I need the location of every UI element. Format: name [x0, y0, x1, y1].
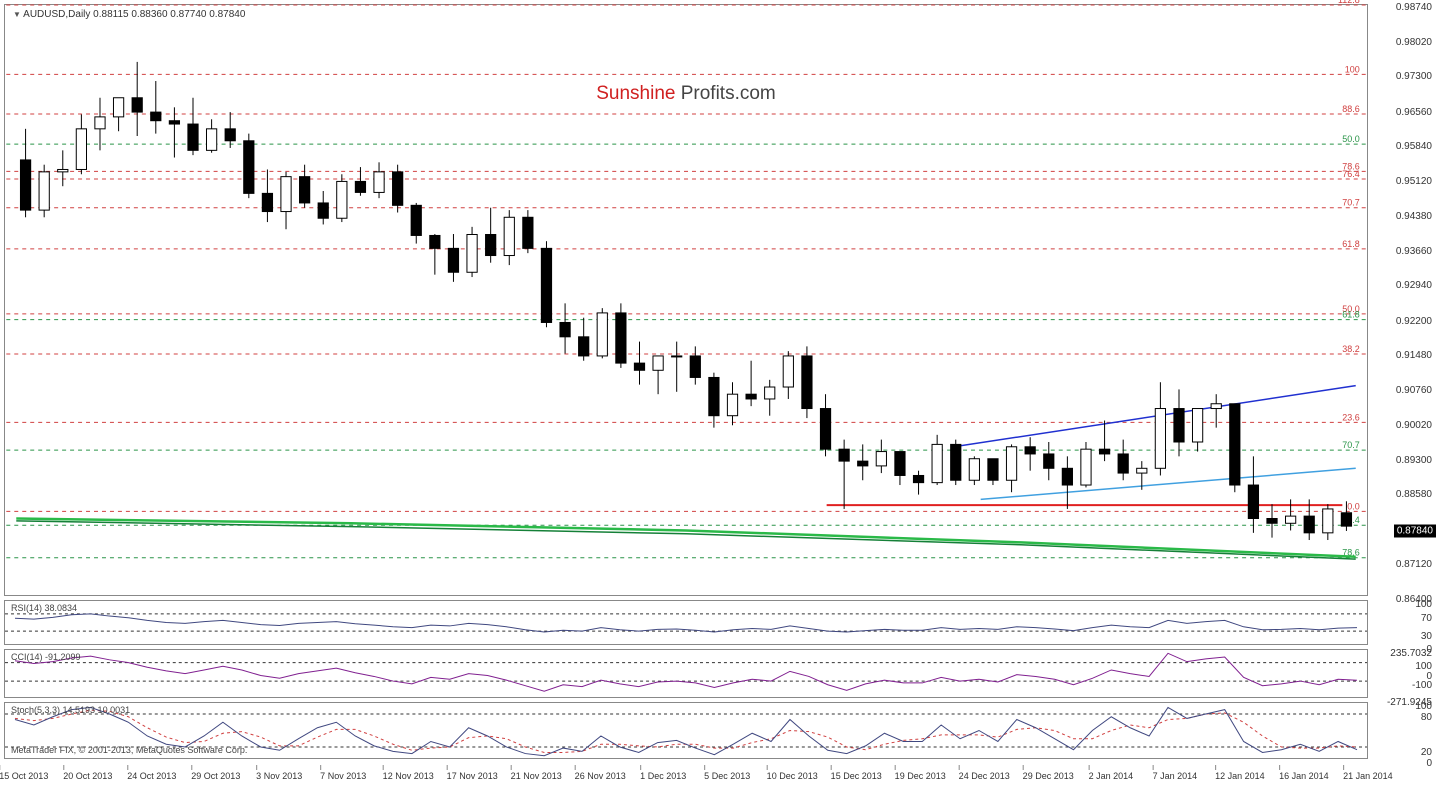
x-tick-label: 10 Dec 2013 [767, 771, 818, 781]
y-tick-label: 0.87120 [1376, 559, 1432, 570]
x-tick-label: 17 Nov 2013 [447, 771, 498, 781]
svg-text:70.7: 70.7 [1342, 440, 1359, 450]
rsi-label: RSI(14) 38.0834 [11, 603, 77, 613]
x-tick-label: 3 Nov 2013 [256, 771, 302, 781]
svg-text:61.8: 61.8 [1342, 310, 1359, 320]
copyright-text: MetaTrader FIX, © 2001-2013, MetaQuotes … [11, 745, 247, 755]
x-tick-label: 12 Jan 2014 [1215, 771, 1265, 781]
cci-label: CCI(14) -91.2099 [11, 652, 81, 662]
x-tick-label: 21 Jan 2014 [1343, 771, 1393, 781]
x-tick-label: 15 Oct 2013 [0, 771, 48, 781]
rsi-panel[interactable]: RSI(14) 38.0834 [4, 600, 1368, 645]
y-tick-label: 0.90760 [1376, 385, 1432, 396]
y-tick-label: 0.94380 [1376, 211, 1432, 222]
svg-text:88.6: 88.6 [1342, 104, 1359, 114]
watermark-part1: Sunshine [596, 83, 675, 104]
y-tick-label: 0.93660 [1376, 246, 1432, 257]
current-price-tag: 0.87840 [1394, 524, 1436, 537]
svg-text:76.4: 76.4 [1342, 169, 1359, 179]
x-tick-label: 20 Oct 2013 [63, 771, 112, 781]
svg-text:23.6: 23.6 [1342, 412, 1359, 422]
y-tick-label: 0.92200 [1376, 316, 1432, 327]
x-tick-label: 26 Nov 2013 [575, 771, 626, 781]
rsi-svg[interactable] [5, 601, 1367, 644]
cci-panel[interactable]: CCI(14) -91.2099 [4, 649, 1368, 698]
y-tick-label: 0.95120 [1376, 176, 1432, 187]
y-tick-label: 0.92940 [1376, 280, 1432, 291]
x-axis: 15 Oct 201320 Oct 201324 Oct 201329 Oct … [4, 763, 1368, 785]
ohlc-close: 0.87840 [209, 9, 245, 20]
x-tick-label: 12 Nov 2013 [383, 771, 434, 781]
y-tick-label: 30 [1376, 631, 1432, 642]
watermark: Sunshine Profits.com [596, 83, 776, 105]
y-tick-label: 100 [1376, 599, 1432, 610]
y-tick-label: 0.88580 [1376, 489, 1432, 500]
y-tick-label: 0.96560 [1376, 107, 1432, 118]
y-tick-label: 0.97300 [1376, 71, 1432, 82]
x-tick-label: 29 Oct 2013 [191, 771, 240, 781]
symbol-timeframe: AUDUSD,Daily [23, 9, 90, 20]
svg-text:112.8: 112.8 [1338, 0, 1360, 5]
y-tick-label: 20 [1376, 747, 1432, 758]
y-tick-label: 0.98740 [1376, 2, 1432, 13]
y-tick-label: 80 [1376, 712, 1432, 723]
y-tick-label: 70 [1376, 613, 1432, 624]
svg-text:50.0: 50.0 [1342, 134, 1359, 144]
x-tick-label: 7 Nov 2013 [320, 771, 366, 781]
y-tick-label: 0 [1376, 671, 1432, 682]
x-tick-label: 5 Dec 2013 [704, 771, 750, 781]
svg-text:61.8: 61.8 [1342, 239, 1359, 249]
chart-header: ▼ AUDUSD,Daily 0.88115 0.88360 0.87740 0… [13, 9, 245, 20]
x-tick-label: 29 Dec 2013 [1023, 771, 1074, 781]
y-tick-label: 100 [1376, 661, 1432, 672]
trading-chart-container: ▼ AUDUSD,Daily 0.88115 0.88360 0.87740 0… [0, 0, 1436, 789]
ohlc-high: 0.88360 [131, 9, 167, 20]
ohlc-open: 0.88115 [93, 9, 128, 20]
x-tick-label: 24 Oct 2013 [127, 771, 176, 781]
svg-text:38.2: 38.2 [1342, 344, 1359, 354]
stoch-panel[interactable]: Stoch(5,3,3) 14.5193 10.0031 MetaTrader … [4, 702, 1368, 759]
x-tick-label: 16 Jan 2014 [1279, 771, 1329, 781]
y-tick-label: 0.90020 [1376, 420, 1432, 431]
x-tick-label: 1 Dec 2013 [640, 771, 686, 781]
x-tick-label: 2 Jan 2014 [1089, 771, 1134, 781]
y-tick-label: 100 [1376, 701, 1432, 712]
y-tick-label: 0.98020 [1376, 37, 1432, 48]
svg-text:70.7: 70.7 [1342, 198, 1359, 208]
watermark-part2: Profits.com [675, 83, 775, 104]
y-tick-label: -100 [1376, 680, 1432, 691]
main-price-panel[interactable]: ▼ AUDUSD,Daily 0.88115 0.88360 0.87740 0… [4, 4, 1368, 596]
x-tick-label: 7 Jan 2014 [1153, 771, 1198, 781]
x-tick-label: 15 Dec 2013 [831, 771, 882, 781]
stoch-label: Stoch(5,3,3) 14.5193 10.0031 [11, 705, 130, 715]
y-tick-label: 0.89300 [1376, 455, 1432, 466]
cci-svg[interactable] [5, 650, 1367, 697]
y-tick-label: 0.95840 [1376, 141, 1432, 152]
x-tick-label: 21 Nov 2013 [511, 771, 562, 781]
chevron-down-icon: ▼ [13, 10, 21, 19]
ohlc-low: 0.87740 [170, 9, 206, 20]
x-tick-label: 19 Dec 2013 [895, 771, 946, 781]
svg-text:0.0: 0.0 [1347, 501, 1359, 511]
y-tick-label: 0 [1376, 758, 1432, 769]
x-tick-label: 24 Dec 2013 [959, 771, 1010, 781]
svg-text:100: 100 [1345, 64, 1360, 74]
y-tick-label: 235.7032 [1376, 648, 1432, 659]
y-tick-label: 0.91480 [1376, 350, 1432, 361]
